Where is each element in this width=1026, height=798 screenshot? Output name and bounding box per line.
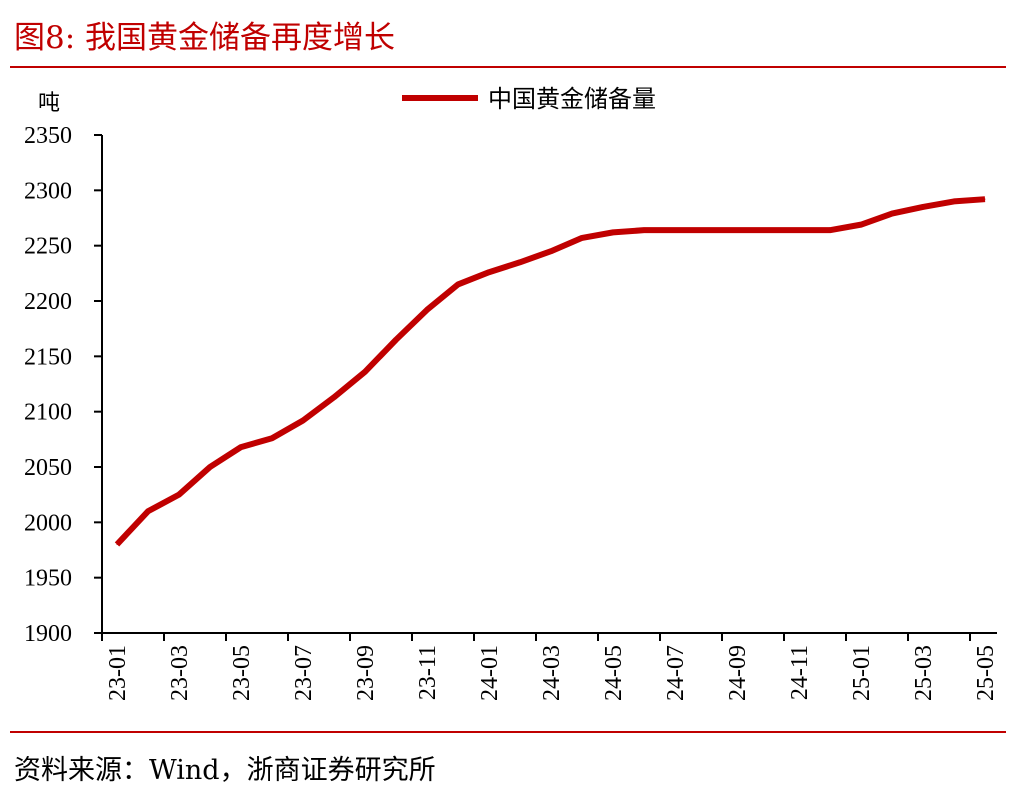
x-tick-label: 24-11 [787, 645, 813, 700]
x-tick-label: 25-05 [973, 645, 999, 701]
data-point [302, 420, 304, 422]
data-point [395, 339, 397, 341]
data-point [922, 206, 924, 208]
y-tick-label: 2000 [24, 510, 72, 536]
data-point [767, 229, 769, 231]
x-tick-label: 24-05 [601, 645, 627, 701]
x-tick-label: 23-09 [353, 645, 379, 701]
x-tick-label: 23-05 [229, 645, 255, 701]
source-note: 资料来源：Wind，浙商证券研究所 [14, 755, 436, 786]
y-tick-label: 2050 [24, 455, 72, 481]
data-point [829, 229, 831, 231]
data-point [116, 543, 118, 545]
x-tick-label: 24-01 [477, 645, 503, 701]
figure-title: 图8: 我国黄金储备再度增长 [14, 20, 396, 56]
y-tick-label: 2200 [24, 289, 72, 315]
line-chart: 吨 中国黄金储备量 1900 1950 2000 2050 2100 2150 2200 22… [24, 86, 999, 701]
data-point [891, 213, 893, 215]
legend: 中国黄金储备量 [402, 86, 656, 113]
y-ticks: 1900 1950 2000 2050 2100 2150 2200 2250 2300 2350 [24, 123, 102, 647]
data-point [333, 396, 335, 398]
data-point [488, 271, 490, 273]
legend-label: 中国黄金储备量 [488, 86, 656, 113]
y-tick-label: 2250 [24, 234, 72, 260]
data-point [860, 224, 862, 226]
y-tick-label: 2100 [24, 400, 72, 426]
data-point [798, 229, 800, 231]
x-tick-label: 25-01 [849, 645, 875, 701]
y-tick-label: 2300 [24, 178, 72, 204]
y-tick-label: 1950 [24, 566, 72, 592]
data-point [426, 309, 428, 311]
x-tick-label: 25-03 [911, 645, 937, 701]
x-tick-label: 24-09 [725, 645, 751, 701]
y-axis-label: 吨 [38, 90, 60, 115]
x-tick-label: 23-07 [291, 645, 317, 701]
data-point [705, 229, 707, 231]
data-point [736, 229, 738, 231]
data-point [240, 446, 242, 448]
data-point [581, 237, 583, 239]
y-tick-label: 2350 [24, 123, 72, 149]
data-point [643, 229, 645, 231]
data-point [271, 437, 273, 439]
x-tick-label: 23-11 [415, 645, 441, 700]
x-tick-label: 23-01 [105, 645, 131, 701]
y-tick-label: 1900 [24, 621, 72, 647]
data-point [364, 371, 366, 373]
data-point [612, 231, 614, 233]
x-tick-label: 23-03 [167, 645, 193, 701]
x-tick-label: 24-03 [539, 645, 565, 701]
x-tick-label: 24-07 [663, 645, 689, 701]
data-point [953, 200, 955, 202]
x-ticks: 23-01 23-03 23-05 23-07 23-09 23-11 24-01 24-03… [101, 633, 999, 701]
data-point [519, 261, 521, 263]
source-rule [10, 731, 1006, 733]
data-point [674, 229, 676, 231]
data-point [550, 250, 552, 252]
title-rule [10, 66, 1006, 68]
data-point [178, 494, 180, 496]
axes [101, 135, 997, 634]
series-layer [114, 196, 986, 547]
data-point [457, 283, 459, 285]
data-point [209, 466, 211, 468]
data-point [147, 510, 149, 512]
data-point [984, 198, 986, 200]
y-tick-label: 2150 [24, 344, 72, 370]
